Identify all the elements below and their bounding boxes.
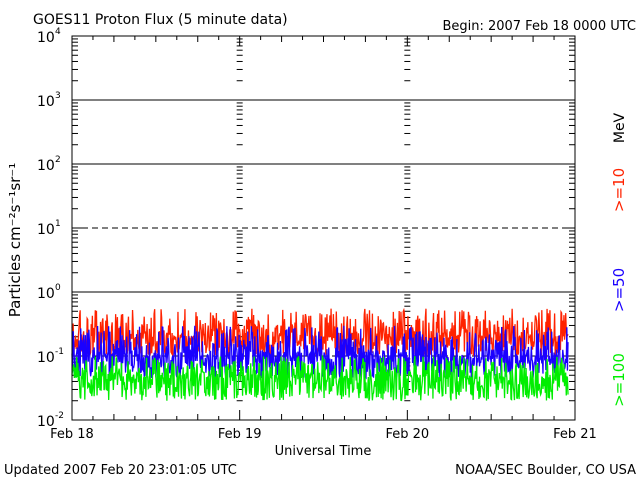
y-tick-exponent: 0 (55, 283, 61, 293)
y-tick-base: 10 (37, 94, 55, 110)
y-tick-base: 10 (37, 222, 55, 238)
y-tick-exponent: 4 (55, 27, 61, 37)
begin-label: Begin: 2007 Feb 18 0000 UTC (442, 19, 636, 34)
y-tick-base: 10 (37, 286, 55, 302)
x-tick-labels: Feb 18 Feb 19 Feb 20 Feb 21 (50, 427, 597, 442)
y-tick-exponent: -1 (55, 347, 64, 357)
plot-frame (71, 35, 576, 421)
series-lines (71, 307, 569, 402)
legend-entry-3: >=100 (610, 353, 628, 407)
legend-unit-label: MeV (612, 112, 628, 143)
legend: MeV >=10 >=50 >=100 (610, 112, 628, 406)
grid-lines (72, 99, 575, 357)
y-tick-label: 10 2 (37, 155, 61, 174)
y-tick-base: 10 (37, 350, 55, 366)
y-axis-label: Particles cm⁻²s⁻¹sr⁻¹ (6, 163, 24, 317)
y-tick-exponent: 3 (55, 91, 61, 101)
y-tick-label: 10 -1 (37, 347, 64, 366)
y-tick-exponent: 1 (55, 219, 61, 229)
chart-title: GOES11 Proton Flux (5 minute data) (33, 12, 288, 28)
y-tick-label: 10 3 (37, 91, 61, 110)
series-line-3 (71, 354, 569, 402)
updated-timestamp: Updated 2007 Feb 20 23:01:05 UTC (4, 463, 237, 478)
source-credit: NOAA/SEC Boulder, CO USA (455, 463, 636, 478)
y-tick-base: 10 (37, 30, 55, 46)
x-tick-label: Feb 18 (50, 427, 94, 442)
x-axis-label: Universal Time (275, 444, 372, 459)
y-tick-label: 10 1 (37, 219, 61, 238)
y-tick-base: 10 (37, 158, 55, 174)
x-tick-label: Feb 21 (553, 427, 597, 442)
series-line-1 (71, 307, 569, 358)
y-tick-label: 10 4 (37, 27, 61, 46)
x-tick-label: Feb 19 (218, 427, 262, 442)
x-tick-label: Feb 20 (385, 427, 429, 442)
y-tick-label: 10 -2 (37, 411, 64, 430)
y-tick-label: 10 0 (37, 283, 61, 302)
y-tick-base: 10 (37, 414, 55, 430)
legend-entry-2: >=50 (610, 268, 628, 312)
y-tick-exponent: 2 (55, 155, 61, 165)
minor-tick-marks (71, 35, 576, 420)
legend-entry-1: >=10 (610, 168, 628, 212)
y-tick-exponent: -2 (55, 411, 64, 421)
